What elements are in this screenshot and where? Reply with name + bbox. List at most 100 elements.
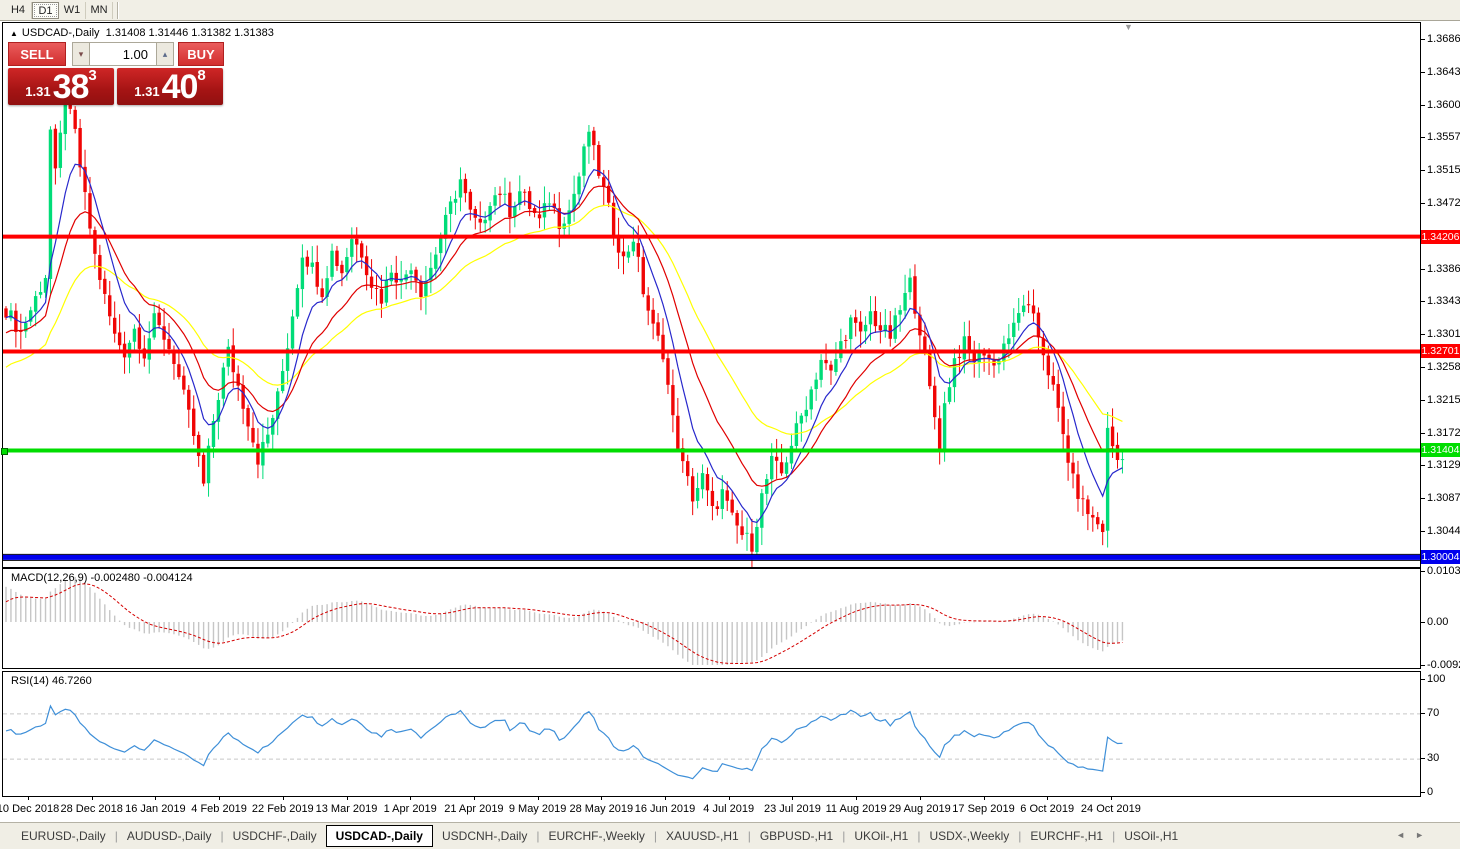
- rsi-indicator-panel[interactable]: RSI(14) 46.7260: [2, 671, 1421, 797]
- tab-ukoil-h1[interactable]: UKOil-,H1: [854, 829, 909, 843]
- price-axis-tick: 1.30870: [1427, 492, 1460, 505]
- buy-price-pips: 40: [161, 68, 199, 106]
- price-axis-tick: 1.33430: [1427, 295, 1460, 308]
- rsi-axis-100: 100: [1427, 673, 1446, 685]
- tab-separator: |: [220, 829, 224, 843]
- date-tickmark: [919, 797, 921, 800]
- axis-tickmark: [1421, 665, 1425, 666]
- tab-eurchf-weekly[interactable]: EURCHF-,Weekly: [548, 829, 645, 843]
- date-tickmark: [91, 797, 93, 800]
- axis-tickmark: [1421, 334, 1425, 336]
- volume-decrease-button[interactable]: ▾: [72, 42, 90, 66]
- tab-gbpusd-h1[interactable]: GBPUSD-,H1: [759, 829, 834, 843]
- buy-button[interactable]: BUY: [178, 42, 224, 66]
- tab-separator: |: [653, 829, 658, 843]
- timeframe-buttons: H4 D1 W1 MN: [5, 1, 113, 19]
- price-axis-tick: 1.36860: [1427, 33, 1460, 45]
- chart-symbol-title: USDCAD-,Daily: [21, 27, 100, 39]
- date-label: 4 Feb 2019: [191, 803, 247, 815]
- date-tickmark: [1047, 797, 1049, 800]
- date-label: 16 Jun 2019: [634, 803, 696, 815]
- chart-ohlc-values: 1.31408 1.31446 1.31382 1.31383: [105, 27, 274, 39]
- hline-anchor-marker[interactable]: [1, 448, 8, 455]
- tab-scroll-arrows[interactable]: ◄►: [1396, 830, 1434, 840]
- macd-indicator-panel[interactable]: MACD(12,26,9) -0.002480 -0.004124: [2, 568, 1421, 669]
- tab-usdchf-daily[interactable]: USDCHF-,Daily: [232, 829, 317, 843]
- macd-canvas[interactable]: [3, 569, 1420, 668]
- rsi-axis-0: 0: [1427, 786, 1434, 798]
- sell-price-display[interactable]: 1.31 38 3: [8, 68, 114, 105]
- tab-usdcnh-daily[interactable]: USDCNH-,Daily: [441, 829, 528, 843]
- axis-tickmark: [1421, 432, 1425, 434]
- tab-separator: |: [114, 829, 118, 843]
- date-label: 17 Sep 2019: [952, 803, 1015, 815]
- axis-tickmark: [1421, 71, 1425, 73]
- chart-tabs: EURUSD-,Daily | AUDUSD-,Daily | USDCHF-,Dail…: [12, 825, 1187, 847]
- axis-tickmark: [1421, 39, 1425, 40]
- date-tickmark: [537, 797, 539, 800]
- sell-button[interactable]: SELL: [8, 42, 66, 66]
- date-label: 24 Oct 2019: [1080, 803, 1141, 815]
- rsi-canvas[interactable]: [3, 672, 1420, 796]
- tab-usdx-weekly[interactable]: USDX-,Weekly: [929, 829, 1010, 843]
- price-line-label: 1.31404: [1421, 443, 1460, 458]
- chart-header: ▲ USDCAD-,Daily 1.31408 1.31446 1.31382 1…: [10, 27, 274, 39]
- toolbar-separator: [117, 1, 119, 19]
- volume-increase-button[interactable]: ▴: [156, 42, 174, 66]
- axis-tickmark: [1421, 758, 1425, 759]
- price-line-label: 1.30004: [1421, 550, 1460, 565]
- price-line-label: 1.34206: [1421, 229, 1460, 244]
- tab-eurusd-daily[interactable]: EURUSD-,Daily: [21, 829, 106, 843]
- main-price-chart[interactable]: [2, 22, 1421, 568]
- date-label: 22 Feb 2019: [251, 803, 314, 815]
- rsi-axis-70: 70: [1427, 707, 1440, 719]
- timeframe-mn[interactable]: MN: [86, 1, 113, 19]
- axis-tickmark: [1421, 268, 1425, 270]
- timeframe-w1[interactable]: W1: [59, 1, 86, 19]
- tab-audusd-daily[interactable]: AUDUSD-,Daily: [126, 829, 212, 843]
- buy-price-prefix: 1.31: [134, 84, 160, 99]
- one-click-trade-panel: SELL ▾ ▴ BUY 1.31 38 3 1.31 40 8: [8, 42, 224, 105]
- axis-tickmark: [1421, 301, 1425, 303]
- tab-scroll-right-icon[interactable]: ►: [1415, 830, 1434, 840]
- timeframe-h4[interactable]: H4: [5, 1, 32, 19]
- tab-separator: |: [747, 829, 751, 843]
- tab-scroll-left-icon[interactable]: ◄: [1396, 830, 1416, 840]
- price-axis-tick: 1.33860: [1427, 262, 1460, 275]
- date-label: 6 Oct 2019: [1020, 803, 1075, 815]
- date-label: 28 Dec 2018: [60, 803, 123, 815]
- axis-tickmark: [1421, 622, 1425, 623]
- tab-xauusd-h1[interactable]: XAUUSD-,H1: [666, 829, 739, 843]
- date-label: 9 May 2019: [508, 803, 567, 815]
- sell-price-point: 3: [88, 67, 97, 84]
- rsi-label: RSI(14) 46.7260: [11, 675, 92, 687]
- collapse-chart-icon[interactable]: ▲: [10, 29, 18, 38]
- date-tickmark: [601, 797, 603, 800]
- volume-input[interactable]: [90, 42, 156, 66]
- date-label: 1 Apr 2019: [383, 803, 437, 815]
- date-label: 11 Aug 2019: [825, 803, 887, 815]
- date-tickmark: [410, 797, 412, 800]
- price-axis-tick: 1.36000: [1427, 98, 1460, 111]
- date-tickmark: [728, 797, 730, 800]
- buy-price-point: 8: [197, 67, 206, 84]
- timeframe-d1[interactable]: D1: [32, 1, 59, 19]
- date-tickmark: [346, 797, 348, 800]
- price-axis-tick: 1.34720: [1427, 197, 1460, 209]
- date-tickmark: [473, 797, 475, 800]
- tab-usoil-h1[interactable]: USOil-,H1: [1124, 829, 1179, 843]
- date-label: 13 Mar 2019: [315, 803, 378, 815]
- date-label: 4 Jul 2019: [703, 803, 755, 815]
- axis-tickmark: [1421, 498, 1425, 500]
- candlestick-canvas[interactable]: [3, 23, 1420, 567]
- buy-price-display[interactable]: 1.31 40 8: [117, 68, 223, 105]
- price-axis-tick: 1.35570: [1427, 131, 1460, 144]
- tab-usdcad-daily[interactable]: USDCAD-,Daily: [325, 825, 433, 847]
- axis-tickmark: [1421, 679, 1425, 680]
- price-axis-tick: 1.32580: [1427, 361, 1460, 373]
- tab-separator: |: [842, 829, 846, 843]
- price-axis-tick: 1.31290: [1427, 459, 1460, 472]
- tab-eurchf-h1[interactable]: EURCHF-,H1: [1030, 829, 1104, 843]
- date-tickmark: [282, 797, 284, 800]
- date-tickmark: [155, 797, 157, 800]
